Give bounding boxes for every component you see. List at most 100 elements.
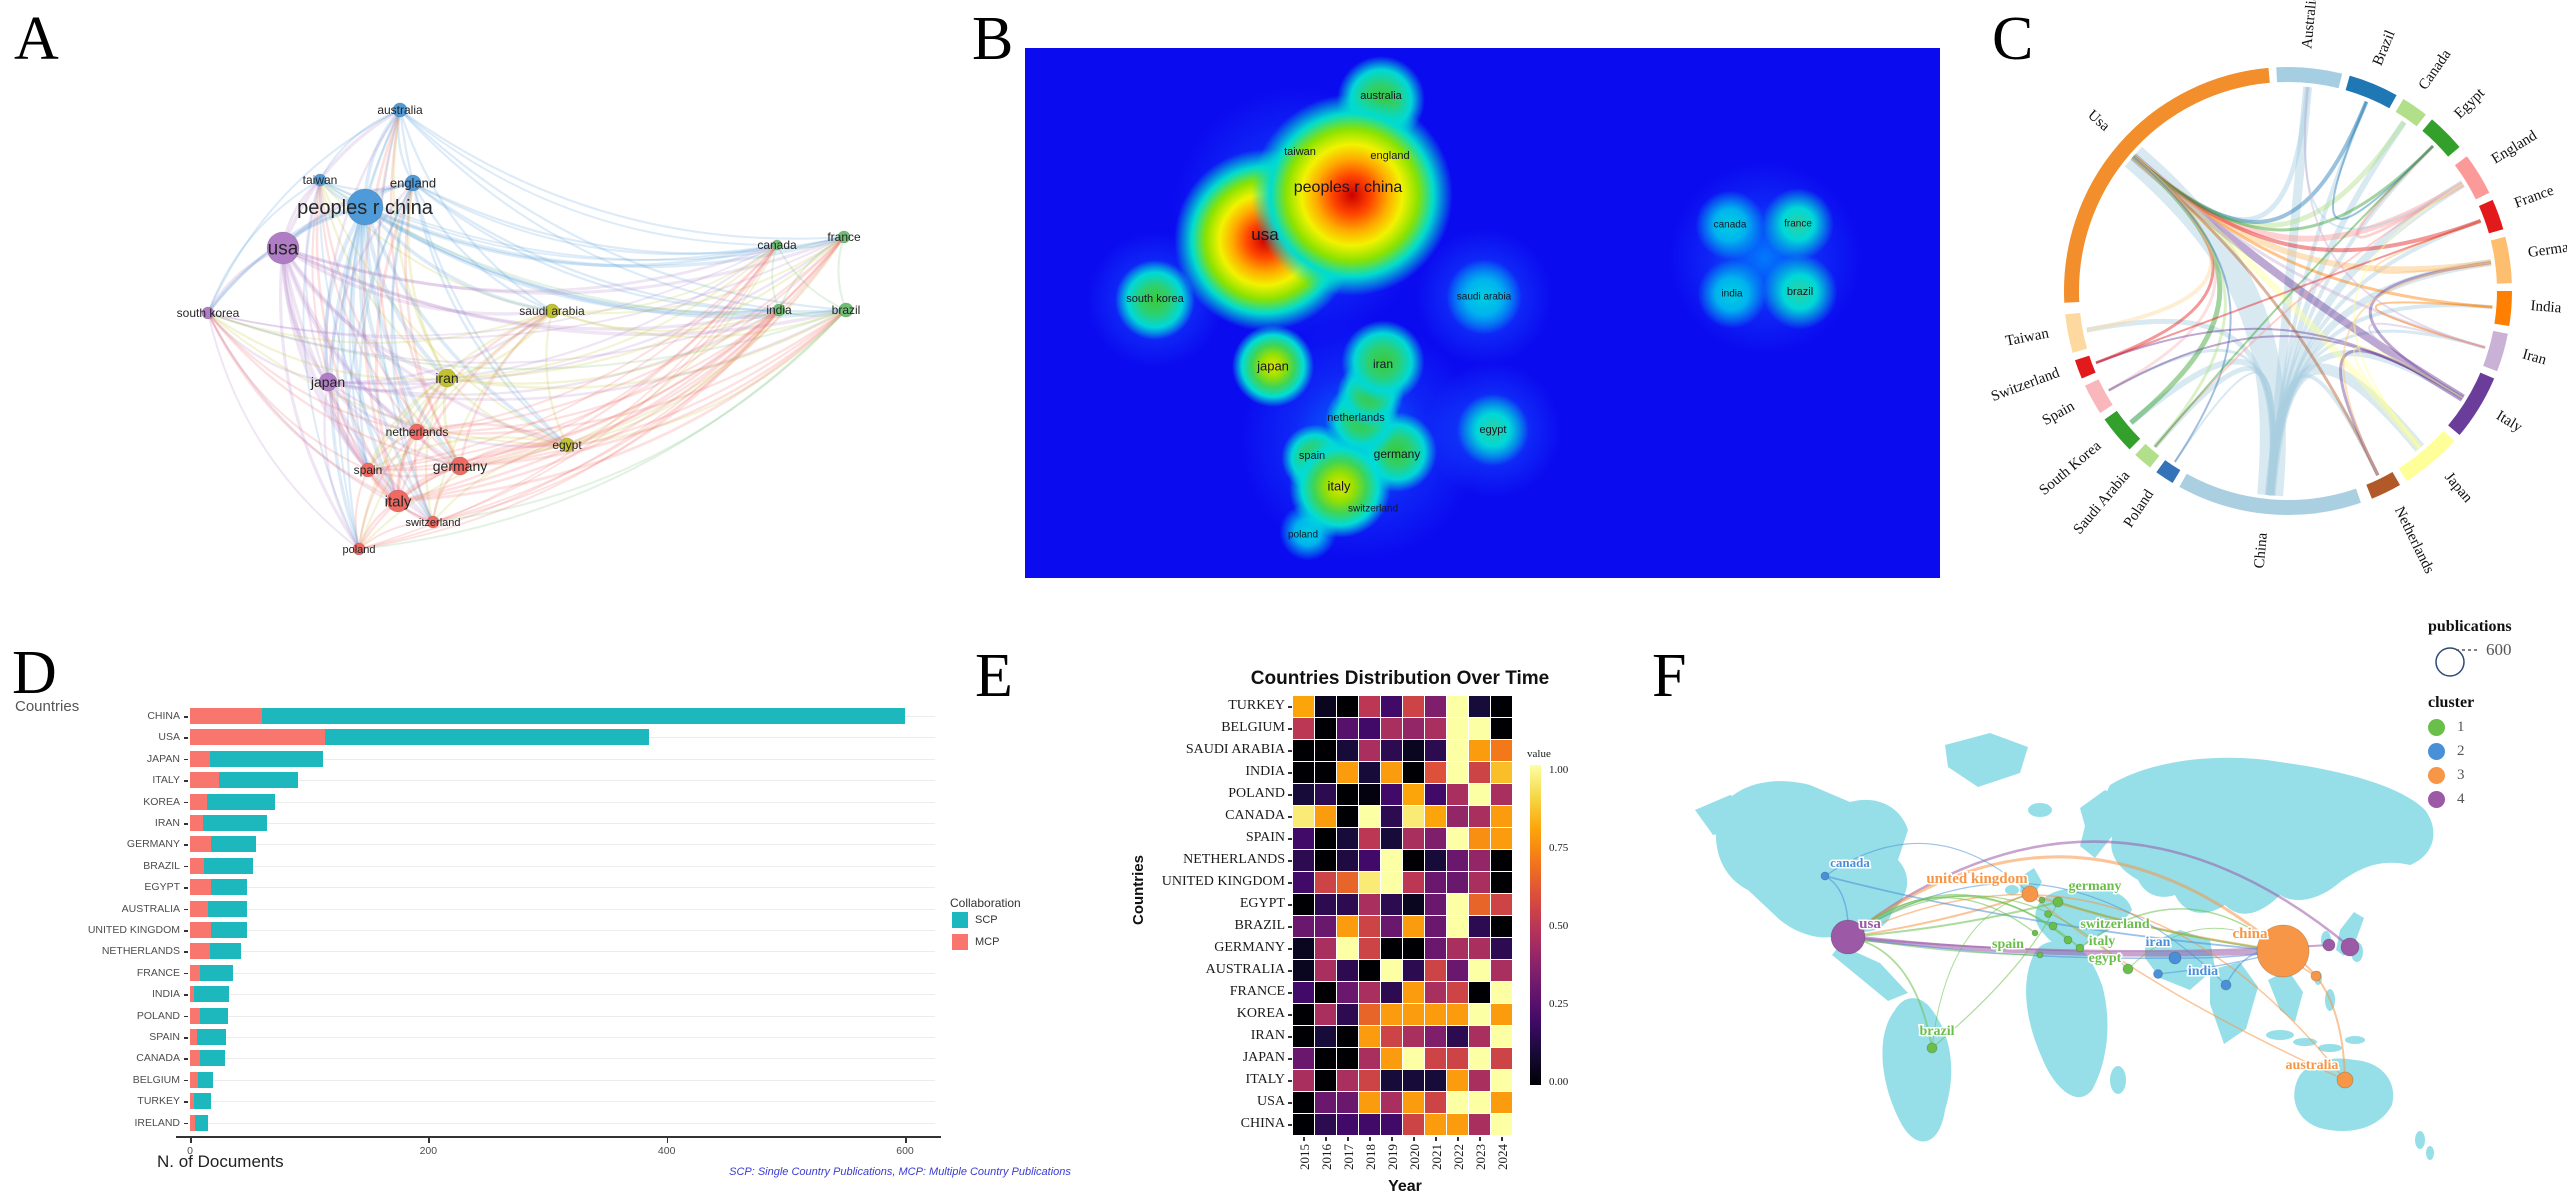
d-legend-swatch [952, 912, 968, 928]
heatmap-cell [1469, 850, 1490, 871]
map-country-label: egypt [2089, 951, 2122, 966]
heatmap-cell [1469, 894, 1490, 915]
e-col-label: 2016 [1319, 1144, 1334, 1170]
e-x-axis-title: Year [1388, 1178, 1422, 1195]
chord-ribbon [2107, 348, 2275, 496]
heatmap-cell [1315, 1026, 1336, 1047]
heatmap-cell [1403, 960, 1424, 981]
network-edge [397, 443, 568, 503]
map-island [2345, 1036, 2365, 1044]
chord-arc-segment [2454, 156, 2490, 200]
heatmap-cell [1337, 718, 1358, 739]
f-legend-cluster-entry: 3 [2428, 767, 2567, 784]
network-edge [366, 376, 448, 471]
map-collaboration-arc [1847, 893, 2346, 1081]
d-gridline [190, 844, 935, 846]
heatmap-cell [1469, 872, 1490, 893]
e-colorbar [1530, 765, 1541, 1085]
bar-segment-mcp [190, 1093, 194, 1110]
heatmap-cell [1491, 762, 1512, 783]
map-island [2028, 803, 2052, 817]
network-edge [207, 109, 401, 314]
density-label: brazil [1786, 286, 1814, 298]
heatmap-cell [1359, 1048, 1380, 1069]
heatmap-cell [1491, 1114, 1512, 1135]
bar-segment-mcp [190, 1050, 200, 1067]
chord-ribbon [2268, 144, 2435, 496]
f-legend-publications-title: publications [2428, 618, 2512, 635]
chord-ribbon [2267, 120, 2407, 496]
d-axis-tick [184, 1101, 188, 1103]
d-x-axis-title: N. of Documents [157, 1152, 284, 1171]
chord-country-label: Spain [2040, 398, 2078, 429]
network-edge [327, 236, 845, 386]
chord-ribbon [2131, 86, 2311, 223]
network-node [360, 462, 376, 478]
e-row-tick [1288, 948, 1292, 950]
bar-segment-mcp [190, 815, 204, 831]
d-axis-tick-label: 0 [187, 1145, 193, 1157]
network-edge [318, 179, 448, 379]
heatmap-cell [1469, 784, 1490, 805]
network-edge [367, 309, 847, 472]
bar-segment-scp [197, 1029, 226, 1045]
map-island [2426, 1146, 2434, 1160]
d-axis-tick [184, 951, 188, 953]
density-label: taiwan [1284, 146, 1316, 158]
heatmap-cell [1359, 960, 1380, 981]
network-edge [207, 179, 321, 314]
d-legend-entry: MCP [952, 934, 999, 950]
network-edge [446, 308, 780, 385]
chord-country-label: England [2489, 127, 2540, 167]
bar-segment-scp [210, 943, 242, 960]
d-legend-label: MCP [975, 936, 1000, 948]
heatmap-cell [1447, 740, 1468, 761]
world-collaboration-map: canada usa united kingdom germany switzerlan… [1695, 733, 2434, 1160]
heatmap-cell [1447, 762, 1468, 783]
e-row-label: CHINA [1240, 1116, 1285, 1131]
network-node-label: switzerland [405, 517, 460, 529]
network-edge [390, 182, 435, 523]
heatmap-cell [1381, 982, 1402, 1003]
bar-segment-scp [199, 1007, 229, 1024]
heatmap-cell [1337, 1114, 1358, 1135]
heatmap-cell [1293, 850, 1314, 871]
network-edge [364, 205, 778, 268]
f-legend-size-value: 600 [2486, 640, 2512, 659]
bar-segment-mcp [190, 793, 207, 810]
e-row-tick [1288, 882, 1292, 884]
bar-segment-mcp [190, 1114, 195, 1131]
e-row-label: ITALY [1245, 1072, 1285, 1087]
bar-segment-scp [206, 793, 275, 810]
heatmap-cell [1469, 916, 1490, 937]
heatmap-cell [1315, 1004, 1336, 1025]
heatmap-cell [1447, 828, 1468, 849]
chord-ribbon [2368, 260, 2492, 400]
density-label: saudi arabia [1456, 291, 1512, 303]
heatmap-cell [1491, 916, 1512, 937]
heatmap-cell [1403, 872, 1424, 893]
d-category-label: ITALY [152, 774, 180, 787]
chord-ribbon [2095, 219, 2481, 364]
map-island [2110, 1066, 2126, 1094]
network-edge [364, 205, 845, 268]
e-row-label: TURKEY [1228, 698, 1285, 713]
heatmap-cell [1381, 784, 1402, 805]
heatmap-cell [1381, 718, 1402, 739]
d-gridline [190, 780, 935, 782]
network-edge [281, 247, 461, 468]
network-edge [551, 308, 847, 339]
heatmap-cell [1381, 1048, 1402, 1069]
d-countries-header: Countries [15, 698, 80, 715]
map-country-dot [2336, 1071, 2354, 1089]
network-edge [341, 206, 370, 471]
heatmap-cell [1293, 1026, 1314, 1047]
chord-ribbon [2095, 155, 2215, 365]
heatmap-cell [1315, 806, 1336, 827]
network-edge [399, 109, 847, 312]
network-edge [326, 381, 461, 468]
density-label: usa [1251, 225, 1279, 244]
e-col-label: 2017 [1341, 1144, 1356, 1170]
e-col-label: 2024 [1495, 1144, 1510, 1170]
network-node-label: germany [433, 458, 487, 474]
